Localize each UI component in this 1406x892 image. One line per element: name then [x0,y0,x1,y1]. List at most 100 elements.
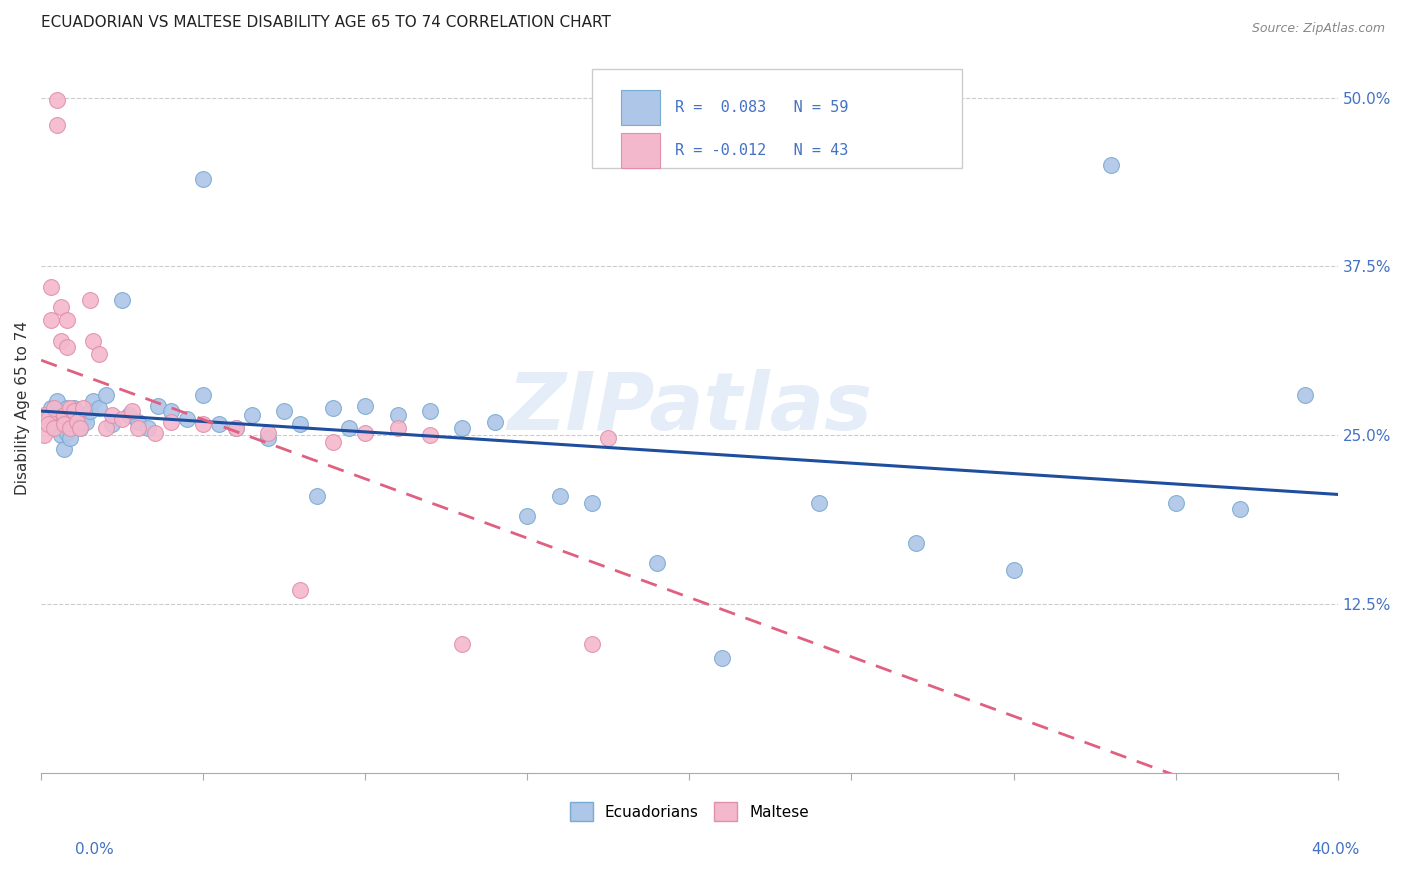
Point [354,399,377,413]
Point [305,489,328,503]
Point [419,428,441,442]
Point [193,417,215,432]
Point [273,404,295,418]
Point [387,408,409,422]
Point [37,412,59,426]
Point [159,415,181,429]
Point [82,334,104,348]
Point [46,394,69,409]
Point [49,404,72,418]
Point [598,431,620,445]
Point [581,638,603,652]
Text: 0.0%: 0.0% [75,842,114,856]
Point [1294,387,1316,401]
Point [548,489,571,503]
Point [46,94,69,108]
Point [37,417,59,432]
Point [39,279,62,293]
FancyBboxPatch shape [620,89,659,125]
Point [111,412,134,426]
Point [136,421,159,435]
Point [66,408,89,422]
Text: 40.0%: 40.0% [1312,842,1360,856]
Point [49,334,72,348]
Point [257,425,280,440]
Point [127,421,149,435]
Point [52,408,75,422]
Point [176,412,198,426]
Point [240,408,263,422]
Point [82,394,104,409]
Point [49,300,72,314]
Point [337,421,360,435]
Point [62,417,84,432]
Point [56,401,79,416]
Point [808,496,831,510]
Y-axis label: Disability Age 65 to 74: Disability Age 65 to 74 [15,321,30,495]
Point [72,412,94,426]
FancyBboxPatch shape [592,70,962,168]
Point [225,421,247,435]
Point [52,442,75,456]
Point [208,417,231,432]
Point [419,404,441,418]
Point [76,415,98,429]
Point [39,313,62,327]
Point [905,536,928,550]
Point [89,401,111,416]
Point [451,421,474,435]
Point [1002,563,1025,577]
Point [56,341,79,355]
Point [69,421,91,435]
Point [451,638,474,652]
FancyBboxPatch shape [620,133,659,169]
Point [193,171,215,186]
Point [257,431,280,445]
Point [117,408,139,422]
Text: Source: ZipAtlas.com: Source: ZipAtlas.com [1251,22,1385,36]
Point [127,415,149,429]
Point [1164,496,1187,510]
Point [322,434,344,449]
Point [42,421,65,435]
Point [146,399,169,413]
Point [290,417,312,432]
Point [101,408,124,422]
Point [46,118,69,132]
Point [42,401,65,416]
Text: ECUADORIAN VS MALTESE DISABILITY AGE 65 TO 74 CORRELATION CHART: ECUADORIAN VS MALTESE DISABILITY AGE 65 … [41,15,612,30]
Point [42,415,65,429]
Point [59,409,82,424]
Point [59,401,82,416]
Point [193,387,215,401]
Point [62,404,84,418]
Point [56,313,79,327]
Point [46,421,69,435]
Point [52,408,75,422]
Point [89,347,111,361]
Point [121,404,143,418]
Point [59,421,82,435]
Text: R =  0.083   N = 59: R = 0.083 N = 59 [675,100,848,114]
Point [39,401,62,416]
Point [143,425,166,440]
Point [34,408,56,422]
Point [1099,158,1122,172]
Point [62,401,84,416]
Point [94,387,117,401]
Point [516,509,538,524]
Text: ZIPatlas: ZIPatlas [508,369,872,447]
Point [484,415,506,429]
Point [72,401,94,416]
Point [581,496,603,510]
Point [645,557,668,571]
Legend: Ecuadorians, Maltese: Ecuadorians, Maltese [564,797,815,827]
Point [52,417,75,432]
Point [290,583,312,598]
Point [49,428,72,442]
Point [225,421,247,435]
Point [59,431,82,445]
Point [69,421,91,435]
Point [111,293,134,308]
Point [79,293,101,308]
